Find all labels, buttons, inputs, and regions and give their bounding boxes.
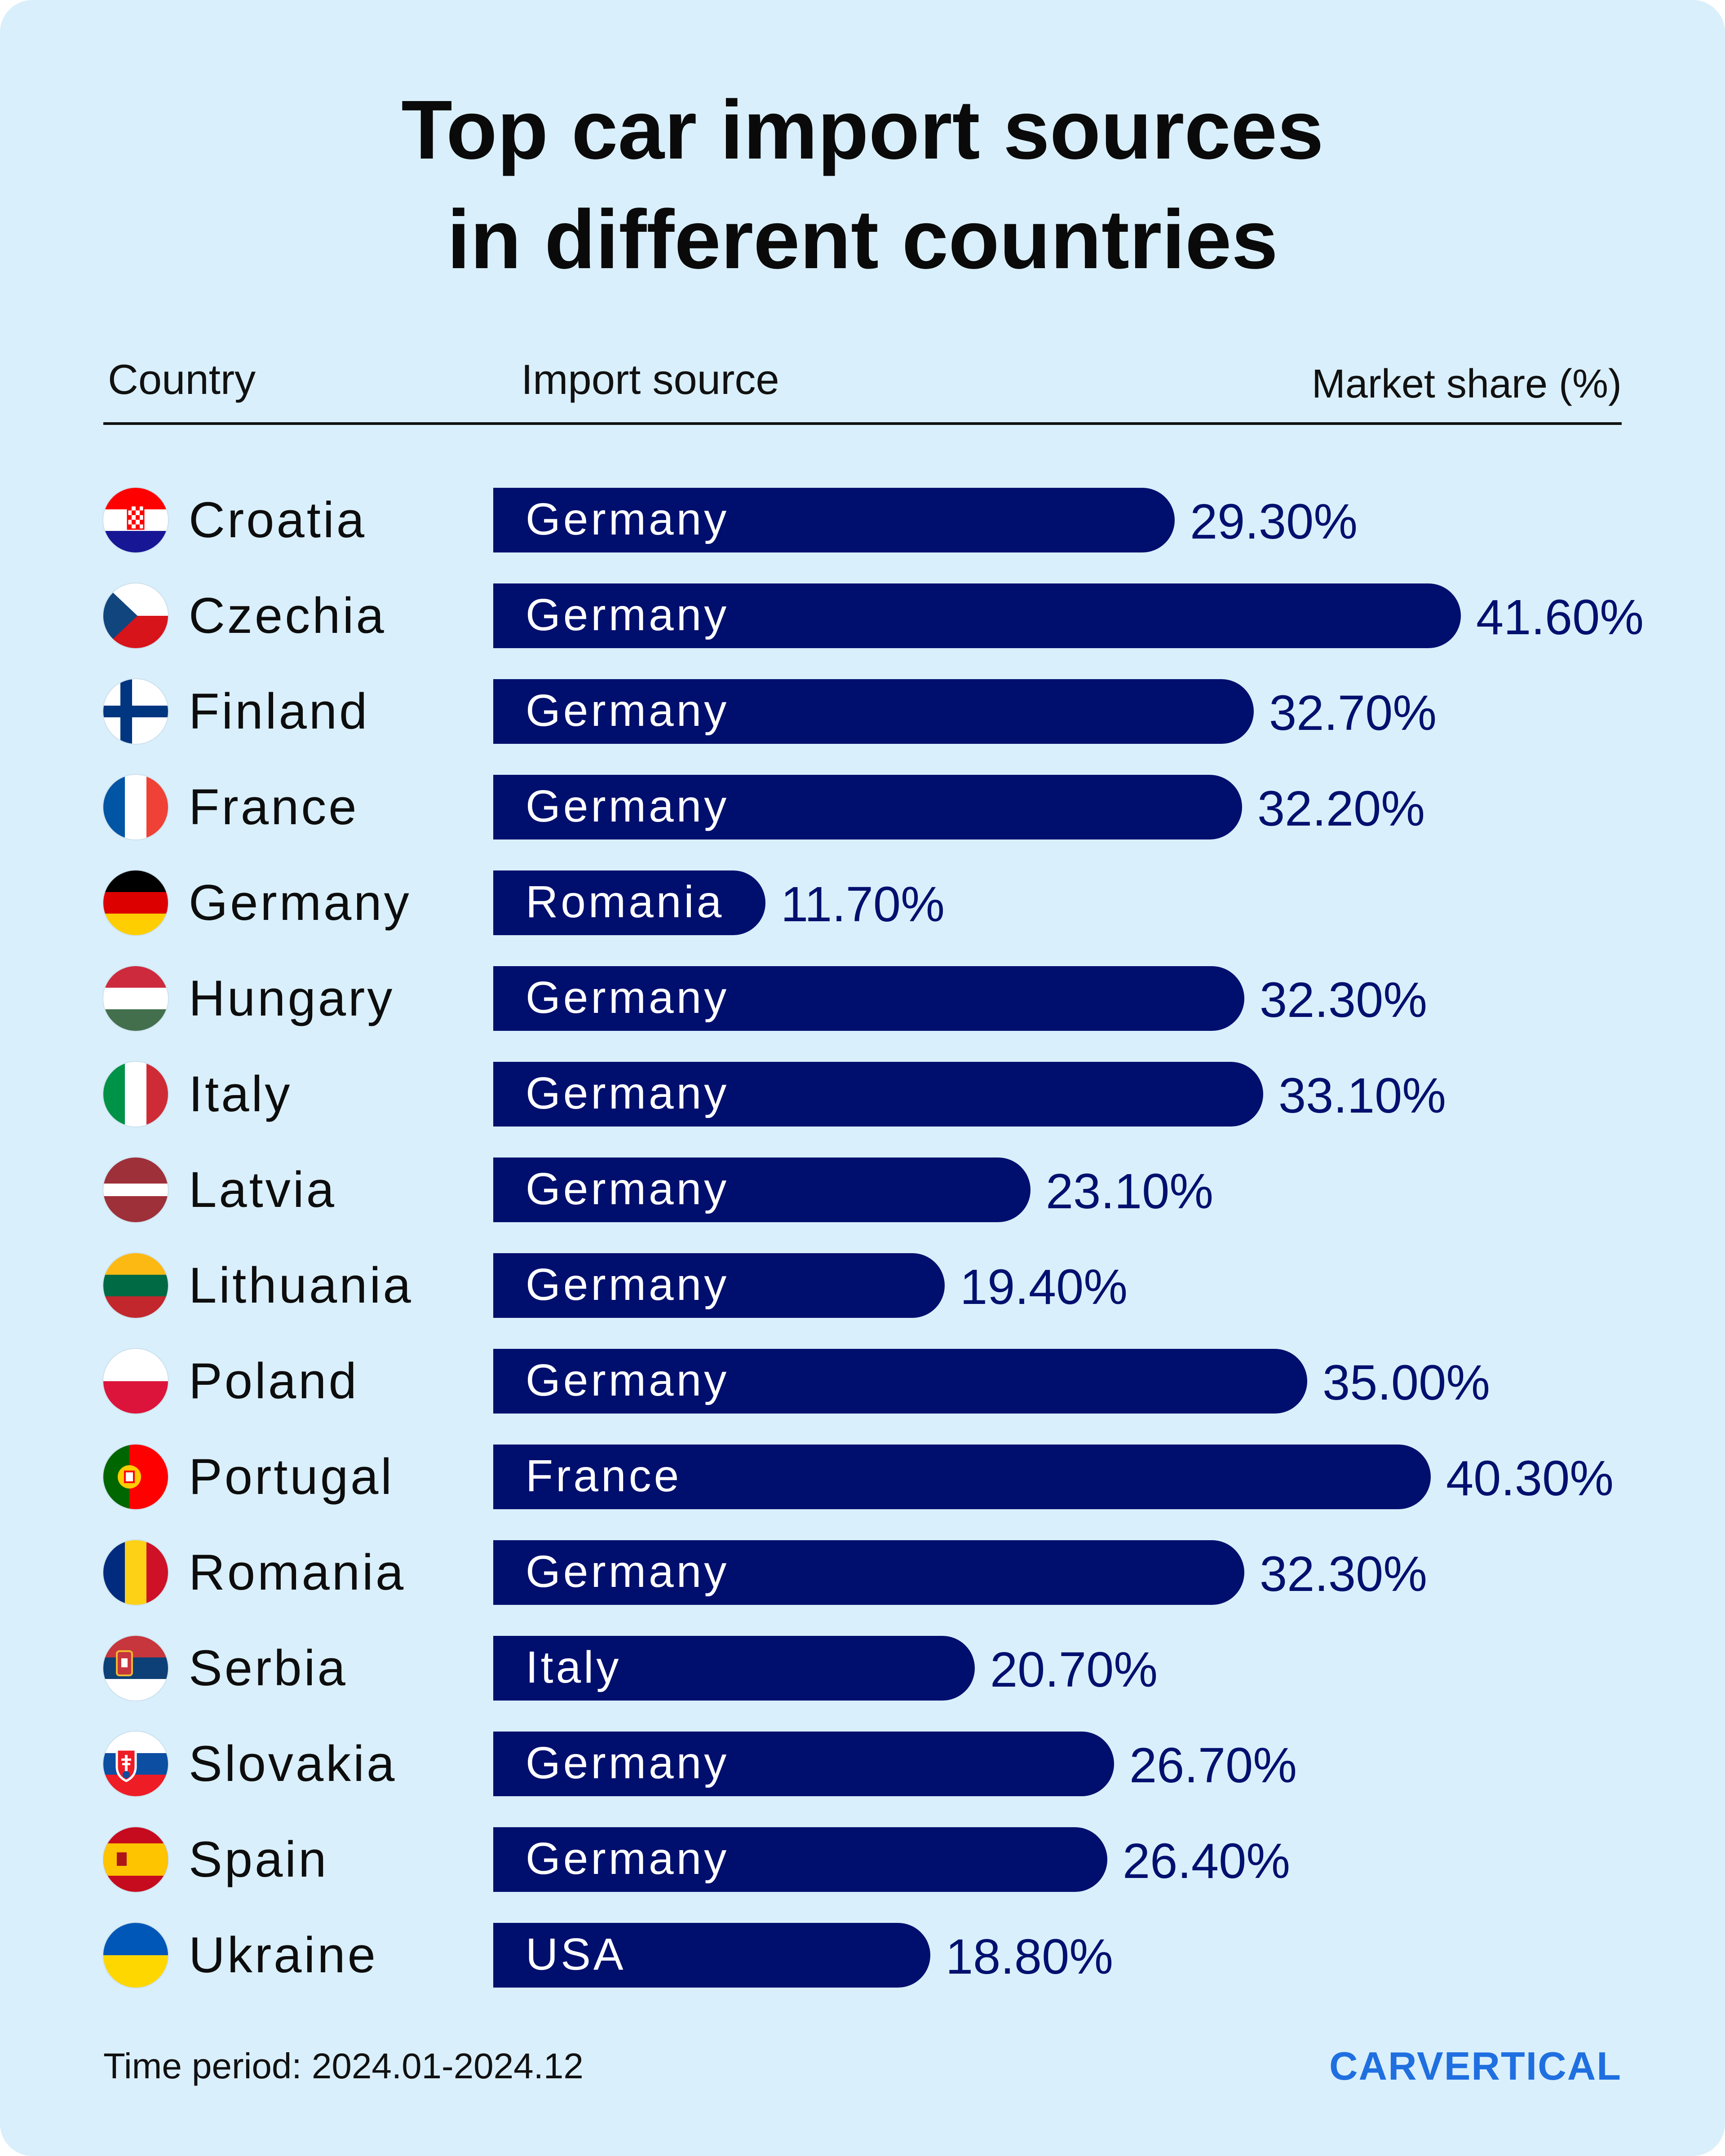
import-source-label-france: Germany bbox=[526, 781, 730, 831]
country-label-italy: Italy bbox=[189, 1066, 292, 1122]
import-source-label-latvia: Germany bbox=[526, 1164, 730, 1214]
value-label-spain: 26.40% bbox=[1123, 1833, 1291, 1889]
bar-romania bbox=[493, 1540, 1244, 1605]
import-source-label-poland: Germany bbox=[526, 1355, 730, 1405]
country-label-hungary: Hungary bbox=[189, 970, 395, 1026]
serbia-flag-icon bbox=[103, 1636, 168, 1701]
country-label-ukraine: Ukraine bbox=[189, 1927, 378, 1983]
bar-serbia bbox=[493, 1636, 975, 1701]
carvertical-logo: CARVERTICAL bbox=[1329, 2044, 1622, 2088]
italy-flag-icon bbox=[103, 1062, 168, 1127]
value-label-serbia: 20.70% bbox=[990, 1642, 1158, 1697]
title-line-2: in different countries bbox=[447, 193, 1278, 286]
bar-ukraine bbox=[493, 1923, 930, 1988]
lithuania-flag-icon bbox=[103, 1253, 168, 1318]
country-label-slovakia: Slovakia bbox=[189, 1736, 397, 1792]
import-source-label-finland: Germany bbox=[526, 685, 730, 736]
bar-spain bbox=[493, 1827, 1107, 1892]
bar-poland bbox=[493, 1349, 1307, 1414]
romania-flag-icon bbox=[103, 1540, 168, 1605]
value-label-france: 32.20% bbox=[1257, 781, 1425, 836]
portugal-flag-icon bbox=[103, 1445, 168, 1509]
france-flag-icon bbox=[103, 775, 168, 839]
country-label-spain: Spain bbox=[189, 1831, 329, 1887]
import-source-label-croatia: Germany bbox=[526, 494, 730, 544]
import-source-label-hungary: Germany bbox=[526, 972, 730, 1023]
bar-finland bbox=[493, 679, 1254, 744]
bar-france bbox=[493, 775, 1242, 839]
import-source-label-ukraine: USA bbox=[526, 1929, 626, 1979]
bar-italy bbox=[493, 1062, 1263, 1127]
column-header-country: Country bbox=[108, 356, 256, 403]
bar-latvia bbox=[493, 1158, 1031, 1222]
column-header-import-source: Import source bbox=[521, 356, 779, 403]
value-label-germany: 11.70% bbox=[781, 877, 945, 932]
bar-czechia bbox=[493, 583, 1461, 648]
value-label-slovakia: 26.70% bbox=[1129, 1738, 1297, 1793]
poland-flag-icon bbox=[103, 1349, 168, 1414]
value-label-czechia: 41.60% bbox=[1476, 590, 1644, 645]
country-label-serbia: Serbia bbox=[189, 1640, 348, 1696]
import-source-label-spain: Germany bbox=[526, 1833, 730, 1884]
time-period-note: Time period: 2024.01-2024.12 bbox=[103, 2046, 584, 2086]
spain-flag-icon bbox=[103, 1827, 168, 1892]
country-label-poland: Poland bbox=[189, 1353, 359, 1409]
import-source-label-serbia: Italy bbox=[526, 1642, 622, 1692]
value-label-poland: 35.00% bbox=[1322, 1355, 1491, 1410]
value-label-lithuania: 19.40% bbox=[960, 1259, 1128, 1315]
slovakia-flag-icon bbox=[103, 1732, 168, 1796]
ukraine-flag-icon bbox=[103, 1923, 168, 1988]
latvia-flag-icon bbox=[103, 1158, 168, 1222]
value-label-romania: 32.30% bbox=[1260, 1546, 1428, 1602]
bar-portugal bbox=[493, 1445, 1431, 1509]
chart-title: Top car import sources in different coun… bbox=[0, 75, 1725, 295]
import-source-label-germany: Romania bbox=[526, 877, 725, 927]
import-source-label-romania: Germany bbox=[526, 1546, 730, 1597]
bar-slovakia bbox=[493, 1732, 1114, 1796]
value-label-ukraine: 18.80% bbox=[946, 1929, 1114, 1984]
column-header-market-share: Market share (%) bbox=[1311, 362, 1622, 406]
bar-lithuania bbox=[493, 1253, 945, 1318]
import-source-label-lithuania: Germany bbox=[526, 1259, 730, 1310]
import-source-label-portugal: France bbox=[526, 1451, 682, 1501]
country-label-germany: Germany bbox=[189, 875, 411, 931]
value-label-portugal: 40.30% bbox=[1446, 1451, 1614, 1506]
value-label-italy: 33.10% bbox=[1278, 1068, 1446, 1123]
country-label-romania: Romania bbox=[189, 1544, 406, 1600]
country-label-latvia: Latvia bbox=[189, 1162, 336, 1218]
country-label-finland: Finland bbox=[189, 683, 370, 739]
country-label-portugal: Portugal bbox=[189, 1449, 394, 1505]
value-label-hungary: 32.30% bbox=[1260, 972, 1428, 1028]
bar-hungary bbox=[493, 966, 1244, 1031]
title-line-1: Top car import sources bbox=[401, 84, 1324, 177]
value-label-croatia: 29.30% bbox=[1190, 494, 1358, 549]
country-label-czechia: Czechia bbox=[189, 588, 386, 644]
header-divider bbox=[103, 422, 1622, 425]
croatia-flag-icon bbox=[103, 488, 168, 552]
finland-flag-icon bbox=[103, 679, 168, 744]
value-label-finland: 32.70% bbox=[1269, 685, 1437, 741]
import-source-label-czechia: Germany bbox=[526, 590, 730, 640]
country-label-france: France bbox=[189, 779, 359, 835]
country-label-lithuania: Lithuania bbox=[189, 1257, 413, 1313]
bar-germany bbox=[493, 870, 765, 935]
germany-flag-icon bbox=[103, 870, 168, 935]
import-source-label-slovakia: Germany bbox=[526, 1738, 730, 1788]
value-label-latvia: 23.10% bbox=[1046, 1164, 1214, 1219]
bar-croatia bbox=[493, 488, 1175, 552]
country-label-croatia: Croatia bbox=[189, 492, 367, 548]
import-source-label-italy: Germany bbox=[526, 1068, 730, 1118]
hungary-flag-icon bbox=[103, 966, 168, 1031]
czechia-flag-icon bbox=[103, 583, 168, 648]
